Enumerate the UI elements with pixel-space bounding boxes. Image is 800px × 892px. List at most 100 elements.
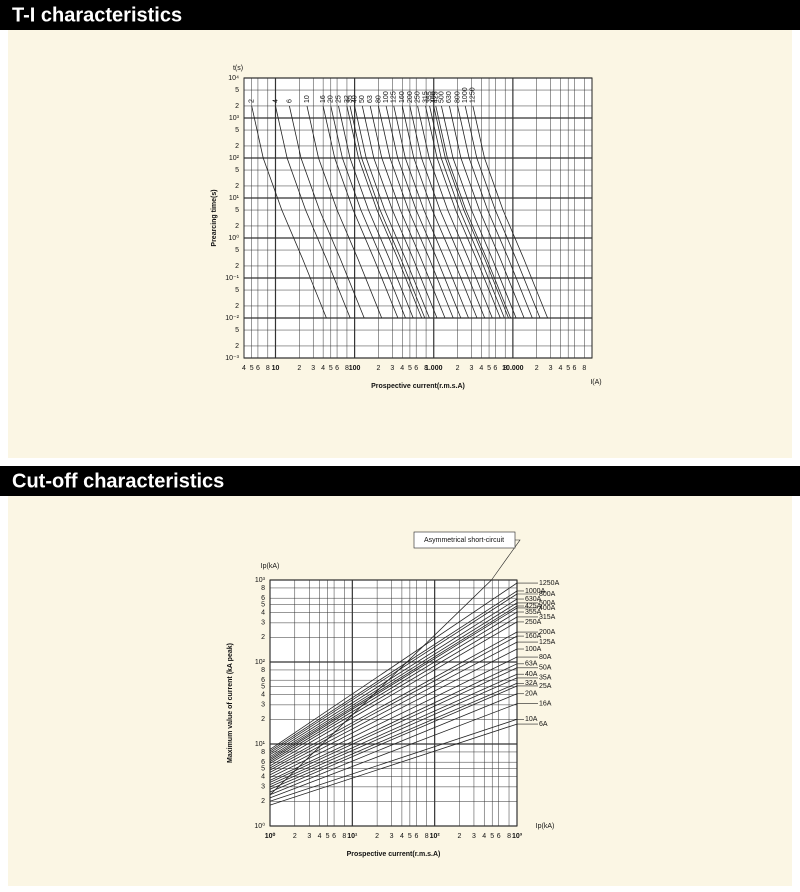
series-label: 16A <box>539 701 552 708</box>
series-label: 35 <box>347 95 354 103</box>
series-label: 6A <box>539 721 548 728</box>
series-label: 200 <box>407 91 414 103</box>
x-tick-label: 5 <box>408 365 412 372</box>
series-label: 100A <box>525 646 542 653</box>
series-label: 25 <box>335 95 342 103</box>
x-tick-label: 8 <box>582 365 586 372</box>
series-line <box>457 105 533 319</box>
section-title: T-I characteristics <box>12 4 182 26</box>
series-line <box>425 105 501 319</box>
plot-area <box>243 77 593 359</box>
series-label: 500A <box>539 600 556 607</box>
x-tick-label: 10⁰ <box>265 832 276 840</box>
y-tick-label: 10⁰ <box>228 234 239 242</box>
series-line <box>269 621 518 767</box>
y-tick-label: 10² <box>229 155 240 162</box>
y-tick-label: 2 <box>261 716 265 723</box>
y-tick-label: 4 <box>261 773 265 780</box>
series-label: 630 <box>446 91 453 103</box>
series-line <box>269 616 518 764</box>
series-label: 63 <box>367 95 374 103</box>
x-tick-label: 6 <box>414 365 418 372</box>
series-label: 1000 <box>462 87 469 103</box>
x-tick-label: 8 <box>425 833 429 840</box>
x-unit: Ip(kA) <box>536 823 555 830</box>
series-label: 1250A <box>539 580 560 587</box>
series-label: 315A <box>539 614 556 621</box>
annotation-box <box>413 531 516 549</box>
x-tick-label: 10.000 <box>502 365 524 372</box>
series-label: 160A <box>525 633 542 640</box>
x-tick-label: 5 <box>250 365 254 372</box>
y-tick-label: 3 <box>261 702 265 709</box>
series-line <box>269 590 518 752</box>
y-tick-label: 10³ <box>255 577 266 584</box>
series-label: 10A <box>525 716 538 723</box>
series-line <box>346 105 423 319</box>
x-tick-label: 6 <box>414 833 418 840</box>
y-tick-label: 2 <box>235 183 239 190</box>
x-tick-label: 2 <box>297 365 301 372</box>
series-line <box>269 641 518 773</box>
series-label: 25A <box>539 683 552 690</box>
x-tick-label: 3 <box>470 365 474 372</box>
series-label: 1250 <box>470 87 477 103</box>
series-line <box>417 105 493 319</box>
series-line <box>269 602 518 758</box>
x-tick-label: 1.000 <box>425 365 443 372</box>
series-line <box>269 682 518 790</box>
x-tick-label: 4 <box>321 365 325 372</box>
x-tick-label: 5 <box>487 365 491 372</box>
series-line <box>269 607 518 761</box>
series-label: 16 <box>320 95 327 103</box>
series-label: 20A <box>525 691 538 698</box>
y-tick-label: 2 <box>235 223 239 230</box>
series-line <box>385 105 462 319</box>
x-tick-label: 6 <box>497 833 501 840</box>
series-label: 32 <box>344 95 351 103</box>
x-tick-label: 6 <box>572 365 576 372</box>
y-tick-label: 5 <box>235 287 239 294</box>
series-line <box>269 663 518 781</box>
x-tick-label: 4 <box>242 365 246 372</box>
series-label: 250A <box>525 619 542 626</box>
series-line <box>269 673 518 785</box>
series-line <box>441 105 517 319</box>
series-label: 400 <box>431 91 438 103</box>
x-tick-label: 5 <box>490 833 494 840</box>
series-line <box>269 593 518 754</box>
annotation: Asymmetrical short-circuit <box>424 537 504 544</box>
series-label: 40 <box>351 95 358 103</box>
x-tick-label: 3 <box>390 833 394 840</box>
series-line <box>269 611 518 762</box>
y-tick-label: 2 <box>235 263 239 270</box>
y-tick-label: 5 <box>235 247 239 254</box>
series-line <box>409 105 486 319</box>
x-tick-label: 6 <box>493 365 497 372</box>
x-tick-label: 8 <box>342 833 346 840</box>
series-label: 10 <box>304 95 311 103</box>
x-tick-label: 4 <box>479 365 483 372</box>
x-tick-label: 4 <box>400 365 404 372</box>
x-tick-label: 3 <box>307 833 311 840</box>
series-label: 400A <box>539 605 556 612</box>
x-axis-label: Prospective current(r.m.s.A) <box>347 851 441 858</box>
series-line <box>289 105 365 319</box>
series-line <box>354 105 430 319</box>
series-label: 125 <box>391 91 398 103</box>
series-line <box>349 105 426 319</box>
series-line <box>306 105 383 319</box>
series-line <box>269 685 518 793</box>
x-tick-label: 3 <box>311 365 315 372</box>
y-tick-label: 2 <box>261 634 265 641</box>
y-tick-label: 2 <box>235 343 239 350</box>
series-label: 32A <box>525 680 538 687</box>
series-line <box>269 693 518 796</box>
x-tick-label: 4 <box>482 833 486 840</box>
x-tick-label: 10¹ <box>347 833 358 840</box>
series-line <box>269 605 518 759</box>
x-tick-label: 100 <box>349 365 361 372</box>
y-unit: t(s) <box>233 65 243 72</box>
series-line <box>449 105 525 319</box>
